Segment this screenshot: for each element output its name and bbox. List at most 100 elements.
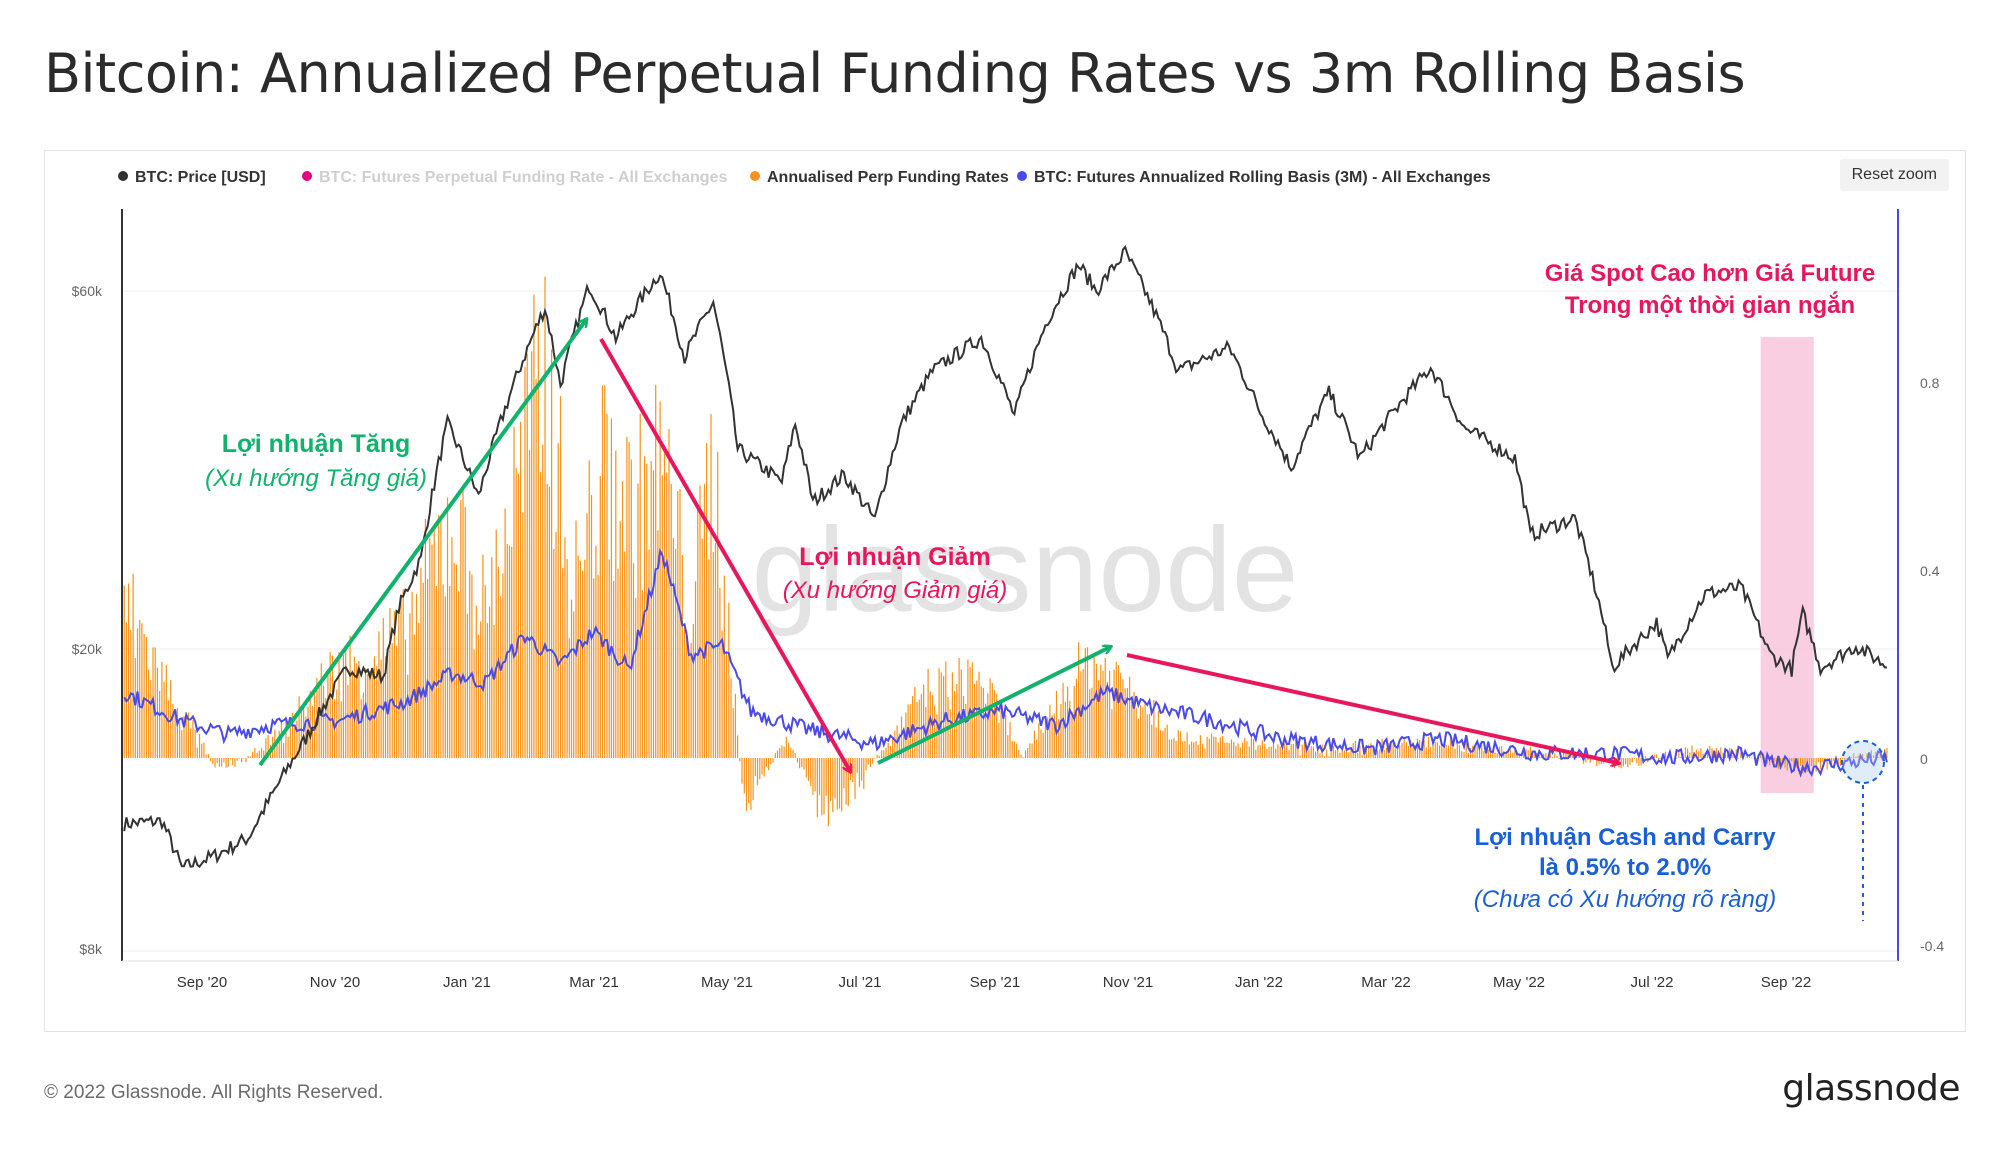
x-tick-jan-21: Jan '21 xyxy=(443,974,491,991)
funding-bar xyxy=(668,429,670,758)
funding-bar xyxy=(477,634,480,758)
funding-bar xyxy=(544,276,546,758)
funding-bar xyxy=(174,714,176,758)
funding-bar xyxy=(869,758,872,767)
funding-bar xyxy=(1160,730,1162,758)
funding-bar xyxy=(1512,752,1514,758)
funding-bar xyxy=(1093,652,1095,758)
funding-bar xyxy=(688,649,690,758)
funding-bar xyxy=(626,437,628,758)
funding-bar xyxy=(1246,741,1248,758)
funding-bar xyxy=(885,747,887,758)
x-tick-sep-21: Sep '21 xyxy=(970,974,1020,991)
funding-bar xyxy=(500,596,502,758)
funding-bar xyxy=(756,758,759,786)
funding-bar xyxy=(526,353,528,758)
funding-bar xyxy=(1551,757,1554,758)
funding-bar xyxy=(936,714,938,758)
funding-bar xyxy=(245,758,247,762)
funding-bar xyxy=(258,750,260,758)
funding-bar xyxy=(1106,682,1109,758)
funding-bar xyxy=(236,758,238,761)
funding-bar xyxy=(1525,749,1527,758)
funding-bar xyxy=(834,758,836,799)
funding-bar xyxy=(311,706,314,758)
funding-bar xyxy=(462,488,464,758)
funding-bar xyxy=(1350,747,1352,758)
legend-item-rolling-basis[interactable]: BTC: Futures Annualized Rolling Basis (3… xyxy=(1017,169,1491,186)
funding-bar xyxy=(1002,712,1004,758)
funding-bar xyxy=(252,751,254,758)
funding-bar xyxy=(559,396,562,758)
legend-item-price[interactable]: BTC: Price [USD] xyxy=(118,169,266,186)
chart-svg[interactable]: BTC: Price [USD] BTC: Futures Perpetual … xyxy=(45,151,1965,1031)
funding-bar xyxy=(1346,747,1348,758)
funding-bar xyxy=(365,668,367,758)
funding-bar xyxy=(471,574,473,758)
funding-bar xyxy=(1485,753,1487,758)
funding-bar xyxy=(1633,758,1636,759)
funding-bar xyxy=(263,750,265,758)
funding-bar xyxy=(1233,741,1235,758)
funding-bar xyxy=(909,704,911,758)
funding-bar xyxy=(486,623,489,758)
funding-bar xyxy=(283,743,285,758)
funding-bar xyxy=(247,756,249,758)
funding-bar xyxy=(1013,741,1016,758)
funding-bar xyxy=(958,658,960,758)
funding-bar xyxy=(838,758,841,809)
funding-bar xyxy=(1886,748,1888,758)
funding-bar xyxy=(1257,745,1259,758)
funding-bar xyxy=(216,758,218,763)
funding-bar xyxy=(1239,747,1241,758)
funding-bar xyxy=(889,745,892,758)
x-tick-may-21: May '21 xyxy=(701,974,753,991)
funding-bar xyxy=(1297,740,1299,758)
reset-zoom-button[interactable]: Reset zoom xyxy=(1839,159,1949,191)
funding-bar xyxy=(1098,680,1100,758)
funding-bar xyxy=(657,530,659,758)
funding-bar xyxy=(1775,758,1777,762)
funding-bar xyxy=(192,720,194,758)
funding-bar xyxy=(227,758,229,767)
funding-bar xyxy=(1339,752,1341,758)
funding-bar xyxy=(1264,743,1266,758)
funding-bar xyxy=(982,687,985,758)
funding-bar xyxy=(1175,740,1177,758)
funding-bar xyxy=(1746,756,1749,758)
funding-bar xyxy=(1277,744,1279,758)
funding-bar xyxy=(1255,749,1257,758)
funding-bar xyxy=(1769,758,1771,766)
funding-bar xyxy=(446,497,449,758)
funding-bar xyxy=(1155,727,1157,758)
funding-bar xyxy=(730,678,732,758)
funding-bar xyxy=(1109,670,1111,758)
funding-bar xyxy=(604,385,606,758)
funding-bar xyxy=(1029,743,1031,758)
funding-bar xyxy=(1058,719,1060,758)
chart-container[interactable]: Reset zoom BTC: Price [USD] BTC: Futures… xyxy=(44,150,1966,1032)
funding-bar xyxy=(1709,746,1711,758)
funding-bar xyxy=(1184,741,1186,758)
funding-bar xyxy=(528,450,531,758)
funding-bar xyxy=(568,638,570,758)
funding-bar xyxy=(903,728,905,758)
funding-bar xyxy=(212,758,214,764)
legend-label-perp-funding: BTC: Futures Perpetual Funding Rate - Al… xyxy=(319,169,727,186)
funding-bar xyxy=(148,669,150,758)
right-tick-neg-0-4: -0.4 xyxy=(1920,938,1944,954)
funding-bar xyxy=(725,651,728,758)
left-tick-8k: $8k xyxy=(79,941,103,957)
funding-bar xyxy=(787,742,790,758)
funding-bar xyxy=(318,687,320,758)
funding-bar xyxy=(1323,756,1326,758)
funding-bar xyxy=(163,681,165,758)
funding-bar xyxy=(358,661,360,758)
funding-bar xyxy=(1850,756,1853,758)
funding-bar xyxy=(340,701,342,758)
legend-item-annualised-funding[interactable]: Annualised Perp Funding Rates xyxy=(750,169,1009,186)
funding-bar xyxy=(1089,689,1091,758)
legend-item-perp-funding[interactable]: BTC: Futures Perpetual Funding Rate - Al… xyxy=(302,169,727,186)
funding-bar xyxy=(466,613,469,758)
funding-bar xyxy=(650,461,652,758)
